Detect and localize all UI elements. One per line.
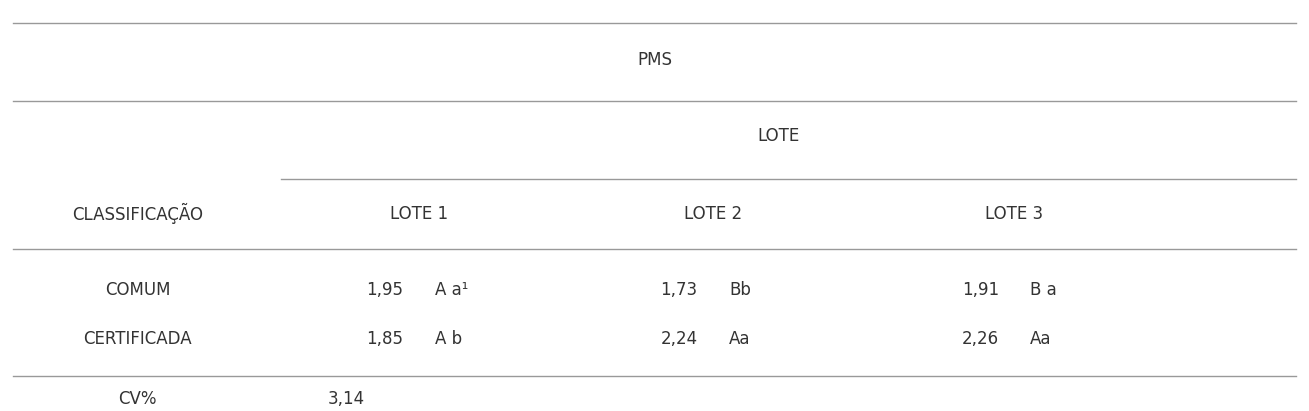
Text: 2,24: 2,24 <box>661 330 698 348</box>
Text: 1,95: 1,95 <box>367 281 403 299</box>
Text: 3,14: 3,14 <box>327 390 364 408</box>
Text: 1,85: 1,85 <box>367 330 403 348</box>
Text: LOTE 3: LOTE 3 <box>986 205 1043 223</box>
Text: CLASSIFICAÇÃO: CLASSIFICAÇÃO <box>72 203 203 224</box>
Text: B a: B a <box>1030 281 1056 299</box>
Text: 1,73: 1,73 <box>661 281 698 299</box>
Text: PMS: PMS <box>637 51 672 69</box>
Text: 2,26: 2,26 <box>962 330 999 348</box>
Text: CERTIFICADA: CERTIFICADA <box>84 330 191 348</box>
Text: Bb: Bb <box>729 281 751 299</box>
Text: A b: A b <box>435 330 462 348</box>
Text: LOTE: LOTE <box>758 127 800 145</box>
Text: A a¹: A a¹ <box>435 281 467 299</box>
Text: Aa: Aa <box>1030 330 1051 348</box>
Text: CV%: CV% <box>118 390 157 408</box>
Text: LOTE 2: LOTE 2 <box>685 205 742 223</box>
Text: Aa: Aa <box>729 330 750 348</box>
Text: LOTE 1: LOTE 1 <box>390 205 448 223</box>
Text: COMUM: COMUM <box>105 281 170 299</box>
Text: 1,91: 1,91 <box>962 281 999 299</box>
